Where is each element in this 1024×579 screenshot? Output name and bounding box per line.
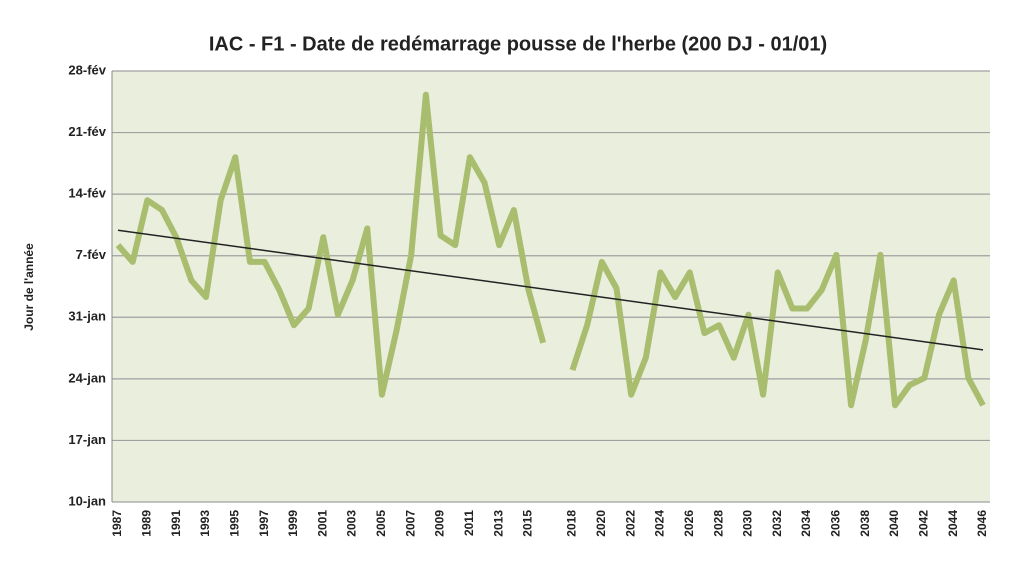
x-tick-label: 2005: [374, 510, 388, 537]
x-tick-label: 2032: [770, 510, 784, 537]
x-tick-label: 2018: [565, 510, 579, 537]
x-tick-label: 2046: [975, 510, 989, 537]
plot-area: [112, 71, 990, 502]
y-tick-label: 10-jan: [68, 493, 106, 508]
x-tick-label: 2042: [917, 510, 931, 537]
x-tick-label: 2007: [403, 510, 417, 537]
y-tick-label: 21-fév: [68, 124, 106, 139]
x-tick-label: 2020: [594, 510, 608, 537]
y-tick-label: 17-jan: [68, 432, 106, 447]
x-tick-label: 1989: [139, 510, 153, 537]
y-tick-label: 31-jan: [68, 309, 106, 324]
y-tick-label: 28-fév: [68, 62, 106, 77]
x-tick-label: 1999: [286, 510, 300, 537]
x-tick-label: 2044: [946, 510, 960, 537]
x-tick-label: 1997: [257, 510, 271, 537]
x-tick-label: 2030: [741, 510, 755, 537]
x-tick-label: 2011: [462, 510, 476, 536]
x-tick-label: 1987: [110, 510, 124, 537]
y-tick-label: 24-jan: [68, 370, 106, 385]
y-axis-label: Jour de l'année: [22, 243, 36, 331]
x-tick-label: 2036: [829, 510, 843, 537]
x-tick-label: 1993: [198, 510, 212, 537]
x-tick-label: 2026: [682, 510, 696, 537]
x-tick-label: 2038: [858, 510, 872, 537]
x-tick-label: 2040: [887, 510, 901, 537]
x-tick-label: 1995: [227, 510, 241, 537]
x-tick-label: 2003: [345, 510, 359, 537]
y-tick-label: 7-fév: [76, 247, 107, 262]
x-tick-label: 2001: [315, 510, 329, 537]
x-tick-label: 1991: [169, 510, 183, 537]
x-tick-label: 2013: [491, 510, 505, 537]
x-tick-label: 2009: [433, 510, 447, 537]
data-line: [115, 91, 986, 409]
x-tick-label: 2034: [799, 510, 813, 537]
trend-line: [117, 229, 984, 351]
x-tick-label: 2024: [653, 510, 667, 537]
y-tick-label: 14-fév: [68, 186, 106, 201]
chart-title: IAC - F1 - Date de redémarrage pousse de…: [209, 33, 827, 55]
x-tick-label: 2028: [711, 510, 725, 537]
x-tick-label: 2015: [521, 510, 535, 537]
x-tick-label: 2022: [623, 510, 637, 537]
